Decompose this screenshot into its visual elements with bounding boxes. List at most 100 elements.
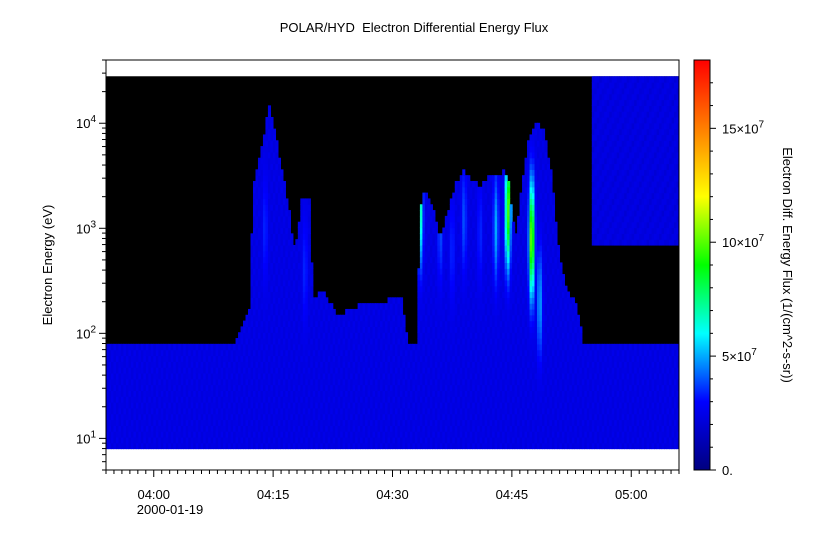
spectrogram-cell bbox=[509, 314, 513, 322]
spectrogram-cell bbox=[200, 442, 204, 450]
spectrogram-cell bbox=[397, 361, 401, 368]
spectrogram-cell bbox=[502, 431, 506, 438]
spectrogram-cell bbox=[337, 332, 341, 339]
spectrogram-cell bbox=[310, 297, 314, 304]
spectrogram-cell bbox=[360, 390, 364, 397]
spectrogram-cell bbox=[464, 175, 468, 182]
spectrogram-cell bbox=[432, 390, 436, 397]
spectrogram-cell bbox=[208, 431, 212, 438]
spectrogram-cell bbox=[215, 361, 219, 368]
spectrogram-cell bbox=[275, 157, 279, 165]
spectrogram-cell bbox=[345, 338, 349, 345]
spectrogram-cell bbox=[106, 349, 110, 357]
spectrogram-cell bbox=[255, 361, 259, 368]
spectrogram-cell bbox=[185, 436, 189, 444]
spectrogram-cell bbox=[130, 355, 134, 362]
spectrogram-cell bbox=[427, 402, 431, 409]
spectrogram-cell bbox=[392, 378, 396, 386]
spectrogram-cell bbox=[113, 390, 117, 397]
spectrogram-cell bbox=[387, 407, 391, 415]
spectrogram-cell bbox=[270, 180, 274, 188]
spectrogram-cell bbox=[282, 244, 286, 252]
spectrogram-cell bbox=[512, 250, 516, 258]
spectrogram-cell bbox=[447, 291, 451, 298]
spectrogram-cell bbox=[297, 303, 301, 310]
spectrogram-cell bbox=[280, 262, 284, 269]
spectrogram-cell bbox=[205, 442, 209, 450]
spectrogram-cell bbox=[305, 407, 309, 415]
spectrogram-cell bbox=[469, 372, 473, 380]
spectrogram-cell bbox=[260, 146, 264, 153]
spectrogram-cell bbox=[427, 297, 431, 304]
spectrogram-cell bbox=[424, 262, 428, 269]
spectrogram-cell bbox=[472, 180, 476, 188]
spectrogram-cell bbox=[497, 355, 501, 362]
spectrogram-cell bbox=[292, 314, 296, 322]
spectrogram-cell bbox=[442, 442, 446, 450]
spectrogram-cell bbox=[479, 215, 483, 223]
spectrogram-cell bbox=[492, 332, 496, 339]
spectrogram-cell bbox=[163, 349, 167, 357]
spectrogram-cell bbox=[424, 390, 428, 397]
spectrogram-cell bbox=[409, 413, 414, 421]
spectrogram-cell bbox=[272, 157, 277, 165]
spectrogram-cell bbox=[183, 436, 187, 444]
spectrogram-cell bbox=[332, 314, 336, 322]
spectrogram-cell bbox=[492, 262, 496, 269]
spectrogram-cell bbox=[502, 425, 506, 432]
spectrogram-cell bbox=[352, 390, 356, 397]
spectrogram-cell bbox=[419, 355, 423, 362]
spectrogram-cell bbox=[322, 343, 326, 351]
spectrogram-cell bbox=[432, 355, 436, 362]
spectrogram-cell bbox=[497, 396, 501, 403]
spectrogram-cell bbox=[175, 349, 179, 357]
spectrogram-cell bbox=[203, 413, 207, 421]
spectrogram-cell bbox=[497, 332, 501, 339]
spectrogram-cell bbox=[382, 431, 386, 438]
spectrogram-cell bbox=[275, 215, 279, 223]
spectrogram-cell bbox=[390, 314, 394, 322]
spectrogram-cell bbox=[457, 291, 461, 298]
spectrogram-cell bbox=[245, 378, 249, 386]
spectrogram-cell bbox=[447, 297, 451, 304]
spectrogram-cell bbox=[350, 407, 354, 415]
spectrogram-cell bbox=[250, 425, 254, 432]
spectrogram-cell bbox=[365, 326, 369, 333]
spectrogram-cell bbox=[233, 407, 237, 415]
spectrogram-cell bbox=[168, 349, 172, 357]
spectrogram-cell bbox=[223, 372, 227, 380]
spectrogram-cell bbox=[459, 436, 463, 444]
spectrogram-cell bbox=[252, 180, 257, 188]
spectrogram-cell bbox=[477, 372, 481, 380]
spectrogram-cell bbox=[285, 210, 289, 217]
spectrogram-cell bbox=[360, 326, 364, 333]
spectrogram-cell bbox=[135, 384, 139, 391]
spectrogram-cell bbox=[255, 349, 259, 357]
spectrogram-cell bbox=[419, 215, 423, 223]
plot-area bbox=[105, 59, 680, 471]
spectrogram-cell bbox=[504, 297, 508, 304]
spectrogram-cell bbox=[355, 308, 359, 316]
spectrogram-cell bbox=[272, 390, 277, 397]
spectrogram-cell bbox=[292, 268, 296, 275]
spectrogram-cell bbox=[138, 402, 142, 409]
spectrogram-cell bbox=[474, 204, 478, 211]
spectrogram-cell bbox=[390, 332, 394, 339]
spectrogram-cell bbox=[106, 419, 110, 426]
spectrogram-cell bbox=[394, 367, 399, 374]
spectrogram-cell bbox=[472, 186, 476, 194]
spectrogram-cell bbox=[285, 198, 289, 205]
spectrogram-cell bbox=[257, 227, 262, 234]
spectrogram-cell bbox=[345, 378, 349, 386]
spectrogram-cell bbox=[270, 175, 274, 182]
spectrogram-cell bbox=[507, 355, 511, 362]
spectrogram-cell bbox=[267, 285, 272, 293]
spectrogram-cell bbox=[454, 297, 458, 304]
spectrogram-cell bbox=[270, 140, 274, 147]
spectrogram-cell bbox=[210, 396, 214, 403]
spectrogram-cell bbox=[315, 419, 319, 426]
spectrogram-cell bbox=[437, 332, 441, 339]
spectrogram-cell bbox=[220, 407, 224, 415]
spectrogram-cell bbox=[300, 367, 304, 374]
spectrogram-cell bbox=[472, 384, 476, 391]
